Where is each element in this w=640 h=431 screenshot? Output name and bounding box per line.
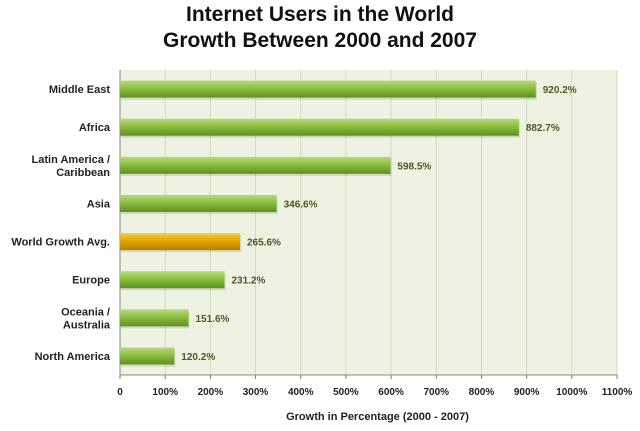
plot-area bbox=[120, 70, 617, 375]
category-label: Africa bbox=[79, 122, 111, 134]
bar bbox=[120, 271, 225, 289]
x-tick-label: 100% bbox=[152, 387, 178, 398]
x-tick-label: 800% bbox=[469, 387, 495, 398]
value-label: 920.2% bbox=[543, 85, 577, 96]
bar bbox=[120, 118, 519, 136]
category-label: Oceania / Australia bbox=[61, 306, 111, 331]
value-label: 151.6% bbox=[195, 314, 229, 325]
value-label: 882.7% bbox=[526, 123, 560, 134]
value-label: 120.2% bbox=[181, 352, 215, 363]
chart-title-block: Internet Users in the World Growth Betwe… bbox=[0, 2, 640, 54]
category-label: World Growth Avg. bbox=[11, 237, 110, 249]
category-label: Asia bbox=[87, 198, 111, 210]
category-label: Latin America / Caribbean bbox=[32, 154, 111, 179]
x-tick-label: 1100% bbox=[602, 387, 633, 398]
bar bbox=[120, 347, 175, 365]
bar bbox=[120, 156, 391, 174]
x-tick-label: 0 bbox=[117, 387, 123, 398]
bar bbox=[120, 80, 536, 98]
category-label: Europe bbox=[72, 275, 110, 287]
value-label: 265.6% bbox=[247, 238, 281, 249]
value-label: 598.5% bbox=[397, 161, 431, 172]
value-label: 346.6% bbox=[284, 199, 318, 210]
x-tick-label: 200% bbox=[198, 387, 224, 398]
x-tick-label: 300% bbox=[243, 387, 269, 398]
x-tick-label: 700% bbox=[423, 387, 449, 398]
bar bbox=[120, 309, 189, 327]
category-label: North America bbox=[35, 351, 111, 363]
x-axis-title: Growth in Percentage (2000 - 2007) bbox=[286, 411, 469, 423]
category-label: Middle East bbox=[49, 84, 110, 96]
bar-highlight bbox=[120, 233, 241, 251]
bar bbox=[120, 194, 277, 212]
value-label: 231.2% bbox=[231, 276, 265, 287]
chart-subtitle: Growth Between 2000 and 2007 bbox=[163, 29, 477, 52]
x-tick-label: 400% bbox=[288, 387, 314, 398]
x-tick-label: 900% bbox=[514, 387, 540, 398]
chart-title: Internet Users in the World bbox=[186, 3, 454, 26]
x-tick-label: 1000% bbox=[556, 387, 587, 398]
x-tick-label: 500% bbox=[333, 387, 359, 398]
x-tick-label: 600% bbox=[378, 387, 404, 398]
